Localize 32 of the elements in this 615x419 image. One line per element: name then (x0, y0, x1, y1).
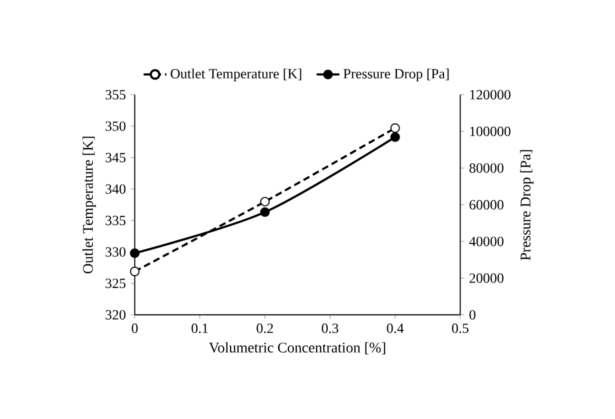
point (130, 248, 140, 258)
x-tick-label: 0.4 (386, 324, 404, 334)
y-tick-label: 320 (106, 310, 126, 320)
x-tick-label: 0.5 (452, 324, 468, 334)
x-tick-label: 0.3 (322, 324, 338, 334)
y-tick-label: 335 (106, 216, 126, 226)
legend-label: Outlet Temperature [K] (170, 68, 302, 82)
y-tick-label: 345 (106, 152, 126, 162)
point (130, 266, 140, 276)
y-tick-label: 340 (106, 184, 126, 194)
y2-axis-title: Pressure Drop [Pa] (520, 150, 534, 260)
y-axis-title: Outlet Temperature [K] (82, 136, 96, 274)
x-tick-label: 0 (132, 324, 138, 334)
legend-label: Pressure Drop [Pa] (344, 68, 449, 82)
x-tick-label: 0.2 (256, 324, 273, 334)
point (260, 207, 270, 217)
y-tick-label: 330 (106, 247, 126, 257)
y2-tick-label: 40000 (469, 236, 504, 246)
point (260, 196, 270, 206)
y2-tick-label: 0 (469, 310, 476, 320)
y-tick-label: 325 (106, 278, 126, 288)
point (390, 132, 400, 142)
x-axis-title: Volumetric Concentration [%] (208, 342, 386, 354)
y2-tick-label: 120000 (470, 90, 510, 100)
y2-tick-label: 20000 (470, 273, 504, 283)
y2-tick-label: 100000 (470, 126, 510, 136)
x-tick-label: 0.1 (192, 324, 208, 334)
y2-tick-label: 60000 (470, 200, 504, 210)
y-tick-label: 355 (106, 90, 126, 100)
point (390, 123, 400, 133)
y-tick-label: 350 (106, 121, 126, 131)
y2-tick-label: 80000 (469, 163, 504, 173)
